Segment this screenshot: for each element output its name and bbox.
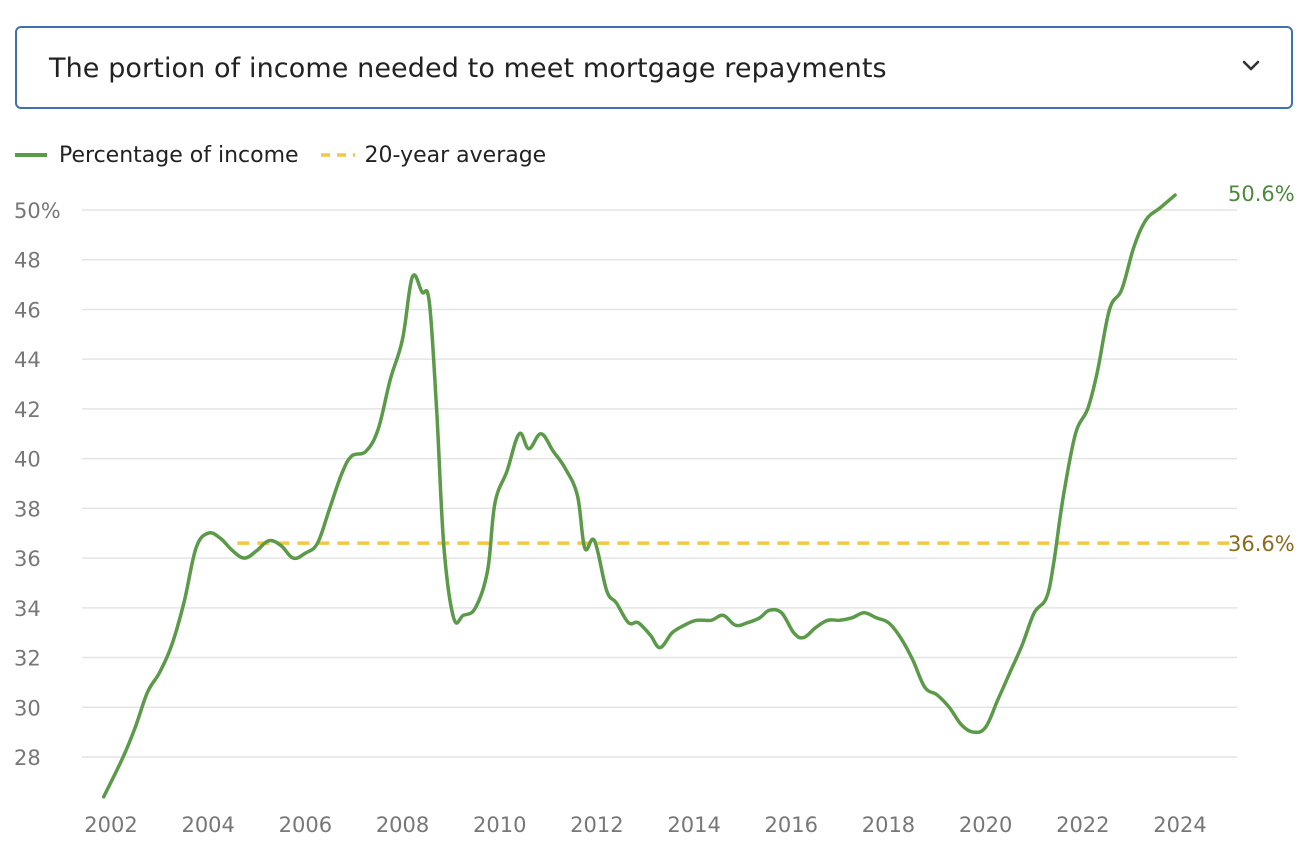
- x-tick-label-2002: 2002: [84, 813, 137, 837]
- y-tick-label-44: 44: [14, 348, 41, 372]
- legend-label-average: 20-year average: [364, 142, 547, 168]
- label-layer: 36.6% 50.6%: [1228, 182, 1295, 556]
- y-tick-label-42: 42: [14, 398, 41, 422]
- y-tick-label-34: 34: [14, 597, 41, 621]
- y-tick-label-50: 50%: [14, 199, 61, 223]
- legend-item-average: 20-year average: [320, 142, 547, 168]
- x-tick-label-2008: 2008: [376, 813, 429, 837]
- axis-layer: 28 30 32 34 36 38 40 42 44 46 48 50% 2002 2004 2006 200…: [14, 199, 1207, 837]
- y-tick-label-36: 36: [14, 547, 41, 571]
- legend-swatch-dashed: [320, 153, 355, 157]
- legend-swatch-solid: [15, 153, 47, 157]
- series-layer: [101, 193, 1237, 799]
- x-tick-label-2016: 2016: [765, 813, 818, 837]
- chart-legend: Percentage of income 20-year average: [15, 140, 568, 170]
- legend-item-percentage: Percentage of income: [15, 143, 299, 168]
- y-tick-label-38: 38: [14, 497, 41, 521]
- x-tick-label-2020: 2020: [959, 813, 1012, 837]
- x-tick-label-2014: 2014: [667, 813, 720, 837]
- x-tick-label-2012: 2012: [570, 813, 623, 837]
- legend-label-percentage: Percentage of income: [59, 142, 299, 168]
- grid-layer: [82, 209, 1237, 758]
- series-line-percentage-of-income: [101, 193, 1177, 799]
- chart-selector-label: The portion of income needed to meet mor…: [49, 53, 887, 84]
- y-tick-label-28: 28: [14, 746, 41, 770]
- chart-selector-dropdown[interactable]: The portion of income needed to meet mor…: [15, 26, 1293, 109]
- end-label-20-year-average: 36.6%: [1228, 532, 1295, 556]
- y-tick-label-48: 48: [14, 249, 41, 273]
- x-tick-label-2010: 2010: [473, 813, 526, 837]
- x-tick-label-2018: 2018: [862, 813, 915, 837]
- y-tick-label-40: 40: [14, 448, 41, 472]
- x-tick-label-2004: 2004: [181, 813, 234, 837]
- x-tick-label-2022: 2022: [1056, 813, 1109, 837]
- y-tick-label-32: 32: [14, 647, 41, 671]
- chevron-down-icon: [1242, 60, 1260, 71]
- y-tick-label-46: 46: [14, 298, 41, 322]
- y-tick-label-30: 30: [14, 696, 41, 720]
- x-tick-label-2024: 2024: [1153, 813, 1206, 837]
- x-tick-label-2006: 2006: [279, 813, 332, 837]
- end-label-percentage-of-income: 50.6%: [1228, 182, 1295, 206]
